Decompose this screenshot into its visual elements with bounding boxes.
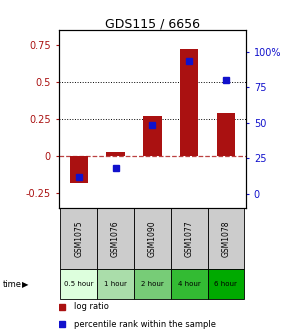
Text: percentile rank within the sample: percentile rank within the sample <box>74 320 216 329</box>
Text: 2 hour: 2 hour <box>141 281 164 287</box>
Bar <box>106 152 125 156</box>
Text: 6 hour: 6 hour <box>214 281 237 287</box>
Bar <box>171 269 207 299</box>
Text: GSM1090: GSM1090 <box>148 220 157 257</box>
Bar <box>134 208 171 269</box>
Bar <box>97 269 134 299</box>
Title: GDS115 / 6656: GDS115 / 6656 <box>105 17 200 30</box>
Bar <box>134 269 171 299</box>
Text: GSM1077: GSM1077 <box>185 220 194 257</box>
Text: GSM1078: GSM1078 <box>222 220 230 257</box>
Text: GSM1075: GSM1075 <box>74 220 83 257</box>
Text: ▶: ▶ <box>22 280 28 289</box>
Bar <box>180 49 198 156</box>
Bar <box>171 208 207 269</box>
Bar <box>217 113 235 156</box>
Text: 0.5 hour: 0.5 hour <box>64 281 93 287</box>
Text: GSM1076: GSM1076 <box>111 220 120 257</box>
Text: log ratio: log ratio <box>74 302 108 311</box>
Bar <box>60 208 97 269</box>
Bar <box>60 269 97 299</box>
Text: time: time <box>3 280 22 289</box>
Bar <box>207 269 244 299</box>
Bar <box>143 116 161 156</box>
Bar <box>97 208 134 269</box>
Bar <box>70 156 88 183</box>
Bar <box>207 208 244 269</box>
Text: 4 hour: 4 hour <box>178 281 200 287</box>
Text: 1 hour: 1 hour <box>104 281 127 287</box>
